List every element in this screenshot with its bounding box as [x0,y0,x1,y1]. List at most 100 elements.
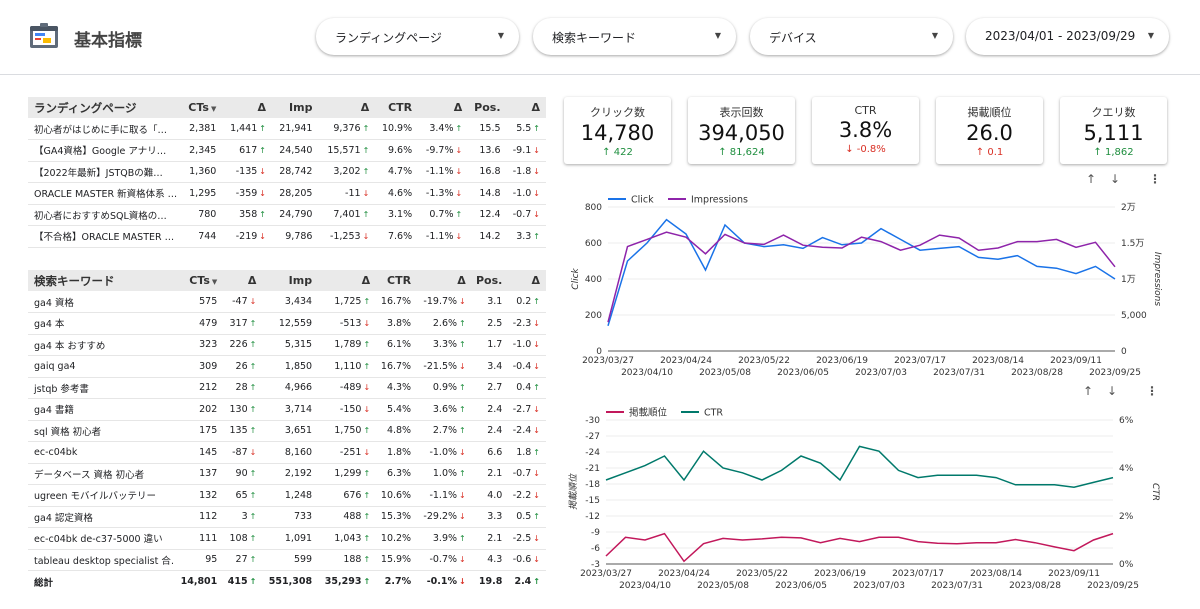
col-header-delta[interactable]: Δ [318,270,377,291]
table-row[interactable]: ugreen モバイルバッテリー 132 65 ↑ 1,248 676 ↑ 10.6% -1.1… [28,484,546,507]
table-row[interactable]: ga4 書籍 202 130 ↑ 3,714 -150 ↓ 5.4% 3.6% ↑ 2.4 -2.7 ↓ [28,398,546,421]
cell-cts-value: 14,801 [180,576,218,587]
cell-pos-value: 6.6 [487,446,503,458]
table-row[interactable]: 【2022年最新】JSTQBの難… 1,360 -135 ↓ 28,742 3,202 ↑ 4… [28,161,546,183]
col-header-delta[interactable]: Δ [318,97,376,118]
y-axis-title: Click [571,267,581,289]
legend-label[interactable]: Click [631,195,654,206]
date-range-filter[interactable]: 2023/04/01 - 2023/09/29 ▼ [966,18,1169,55]
arrow-up-icon: ↑ [249,577,257,586]
col-header-ctr[interactable]: CTR [376,270,418,291]
table-row[interactable]: jstqb 参考書 212 28 ↑ 4,966 -489 ↓ 4.3% 0.9% ↑ 2.7 0.4… [28,377,546,399]
cell-delta-cts: 90 ↑ [223,463,263,485]
cell-delta-cts: 65 ↑ [223,484,263,507]
cell-imp: 24,540 [271,139,319,162]
arrow-down-icon: ↓ [533,340,540,350]
col-header-delta[interactable]: Δ [417,270,472,291]
cell-imp-value: 3,434 [284,296,313,307]
legend-label[interactable]: CTR [704,408,723,419]
row-name-value: ec-c04bk de-c37-5000 違い [34,534,163,546]
drill-up-icon[interactable]: ↑ [1086,172,1097,186]
more-options-icon[interactable]: ⋮ [1146,384,1158,398]
cell-delta-cts-value: -87 [232,446,248,458]
keyword-table: 検索キーワード CTs ▼ Δ Imp Δ CTR Δ Pos. Δ ga4 資格… [28,270,546,592]
table-row[interactable]: 初心者におすすめSQL資格の… 780 358 ↑ 24,790 7,401 ↑ 3.1% 0.… [28,204,546,226]
scorecard-delta: ↑ 0.1 [936,147,1043,158]
cell-delta-imp: 3,202 ↑ [318,161,376,183]
col-header-delta[interactable]: Δ [418,97,469,118]
arrow-down-icon: ↓ [533,210,540,220]
table-row[interactable]: sql 資格 初心者 175 135 ↑ 3,651 1,750 ↑ 4.8% 2.7% ↑ 2.4… [28,420,546,442]
y-tick-label: -21 [585,464,600,474]
row-name-value: jstqb 参考書 [34,383,89,395]
table-row[interactable]: ga4 認定資格 112 3 ↑ 733 488 ↑ 15.3% -29.2% ↓ 3.3 0.5 ↑ [28,506,546,528]
cell-delta-cts-value: 130 [229,403,248,415]
col-header-delta[interactable]: Δ [508,270,546,291]
table-row[interactable]: ec-c04bk 145 -87 ↓ 8,160 -251 ↓ 1.8% -1.0% ↓ 6.6 1.… [28,441,546,464]
cell-delta-pos-value: -2.2 [512,489,532,501]
table-row[interactable]: 初心者がはじめに手に取る「… 2,381 1,441 ↑ 21,941 9,376 ↑ 10.… [28,118,546,140]
col-header-cts[interactable]: CTs ▼ [175,270,224,291]
table-row[interactable]: ec-c04bk de-c37-5000 違い 111 108 ↑ 1,091 1,043… [28,527,546,550]
table-row[interactable]: 【GA4資格】Google アナリ… 2,345 617 ↑ 24,540 15,571 ↑… [28,139,546,162]
row-name-value: ugreen モバイルバッテリー [34,491,156,503]
col-header-delta[interactable]: Δ [506,97,546,118]
col-header-keyword[interactable]: 検索キーワード [28,270,176,291]
table-row[interactable]: ga4 資格 575 -47 ↓ 3,434 1,725 ↑ 16.7% -19.7% ↓ 3.1 0… [28,291,546,313]
table-row[interactable]: ORACLE MASTER 新資格体系 … 1,295 -359 ↓ 28,205 -11… [28,182,546,205]
cell-delta-imp-value: 15,571 [327,144,361,156]
arrow-up-icon: ↑ [363,426,371,436]
cell-pos-value: 2.4 [487,403,503,415]
cell-ctr-value: 4.8% [386,425,412,437]
arrow-down-icon: ↓ [459,490,466,500]
cell-delta-pos: -2.2 ↓ [508,484,546,507]
legend-label[interactable]: Impressions [691,195,748,206]
cell-delta-ctr: -1.0% ↓ [417,441,472,464]
y2-tick-label: 2万 [1121,203,1136,213]
col-header-landing[interactable]: ランディングページ [28,97,182,118]
scorecard-value: 3.8% [838,118,893,142]
col-header-cts[interactable]: CTs ▼ [182,97,223,118]
cell-ctr-value: 16.7% [380,296,412,307]
cell-ctr: 3.8% [376,312,418,335]
x-tick-label: 2023/08/28 [1011,368,1063,378]
drill-down-icon[interactable]: ↓ [1110,172,1121,186]
drill-up-icon[interactable]: ↑ [1083,384,1094,398]
x-tick-label: 2023/04/10 [621,368,673,378]
more-options-icon[interactable]: ⋮ [1149,172,1161,186]
filter-label: 2023/04/01 - 2023/09/29 [985,29,1136,43]
table-row[interactable]: データベース 資格 初心者 137 90 ↑ 2,192 1,299 ↑ 6.3% 1.0% ↑ 2… [28,463,546,485]
col-header-imp[interactable]: Imp [262,270,319,291]
x-tick-label: 2023/07/03 [853,581,905,591]
y2-tick-label: 4% [1119,464,1134,474]
col-header-imp[interactable]: Imp [271,97,319,118]
x-tick-label: 2023/03/27 [582,356,634,366]
cell-ctr-value: 15.3% [380,511,412,523]
cell-cts: 175 [175,420,224,442]
cell-delta-ctr-value: 1.0% [432,468,458,480]
table-row[interactable]: ga4 本 おすすめ 323 226 ↑ 5,315 1,789 ↑ 6.1% 3.3% ↑ 1.7… [28,334,546,356]
keyword-filter[interactable]: 検索キーワード ▼ [533,18,736,55]
scorecard-label: 表示回数 [719,106,764,119]
col-header-ctr[interactable]: CTR [375,97,419,118]
cell-pos-value: 2.5 [487,317,503,329]
cell-delta-ctr: 3.6% ↑ [417,398,472,421]
cell-ctr: 10.2% [376,527,418,550]
cell-ctr-value: 16.7% [380,360,412,372]
table-row[interactable]: 【不合格】ORACLE MASTER … 744 -219 ↓ 9,786 -1,253 ↓… [28,225,546,248]
table-row[interactable]: tableau desktop specialist 合… 95 27 ↑ 599 188… [28,549,546,571]
drill-down-icon[interactable]: ↓ [1107,384,1118,398]
table-row[interactable]: ga4 本 479 317 ↑ 12,559 -513 ↓ 3.8% 2.6% ↑ 2.5 -2.3 ↓ [28,312,546,335]
scorecard-delta: ↑ 1,862 [1060,147,1167,158]
cell-ctr-value: 10.2% [380,532,412,544]
col-header-pos[interactable]: Pos. [468,97,507,118]
col-header-delta[interactable]: Δ [223,270,263,291]
col-header-delta[interactable]: Δ [222,97,272,118]
device-filter[interactable]: デバイス ▼ [750,18,953,55]
cell-delta-cts: 358 ↑ [222,204,272,226]
legend-label[interactable]: 掲載順位 [629,407,668,419]
landing-page-filter[interactable]: ランディングページ ▼ [316,18,519,55]
y-tick-label: 400 [585,275,602,285]
table-row[interactable]: gaiq ga4 309 26 ↑ 1,850 1,110 ↑ 16.7% -21.5% ↓ 3.4… [28,355,546,378]
col-header-pos[interactable]: Pos. [471,270,509,291]
